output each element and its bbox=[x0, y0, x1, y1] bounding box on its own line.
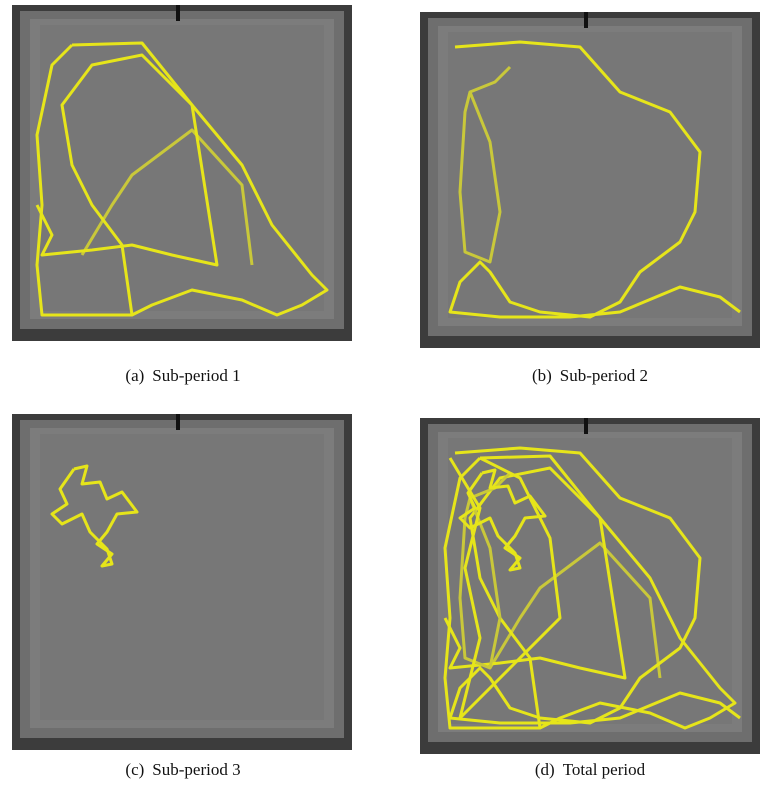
caption-c: (c) Sub-period 3 bbox=[125, 760, 240, 780]
caption-label: (a) bbox=[125, 366, 144, 385]
caption-label: (d) bbox=[535, 760, 555, 779]
caption-a: (a) Sub-period 1 bbox=[125, 366, 240, 386]
panel-c-image bbox=[12, 414, 352, 750]
caption-text: Sub-period 2 bbox=[560, 366, 648, 385]
panel-a-image bbox=[12, 5, 352, 341]
figure: (a) Sub-period 1 (b) Sub-period 2 (c) Sub-p… bbox=[0, 0, 764, 788]
caption-text: Sub-period 3 bbox=[152, 760, 240, 779]
caption-b: (b) Sub-period 2 bbox=[532, 366, 648, 386]
caption-label: (b) bbox=[532, 366, 552, 385]
caption-text: Total period bbox=[563, 760, 645, 779]
caption-text: Sub-period 1 bbox=[152, 366, 240, 385]
caption-d: (d) Total period bbox=[535, 760, 645, 780]
panel-b-image bbox=[420, 12, 760, 348]
arena-images bbox=[0, 0, 764, 788]
panel-d-image bbox=[420, 418, 760, 754]
caption-label: (c) bbox=[125, 760, 144, 779]
